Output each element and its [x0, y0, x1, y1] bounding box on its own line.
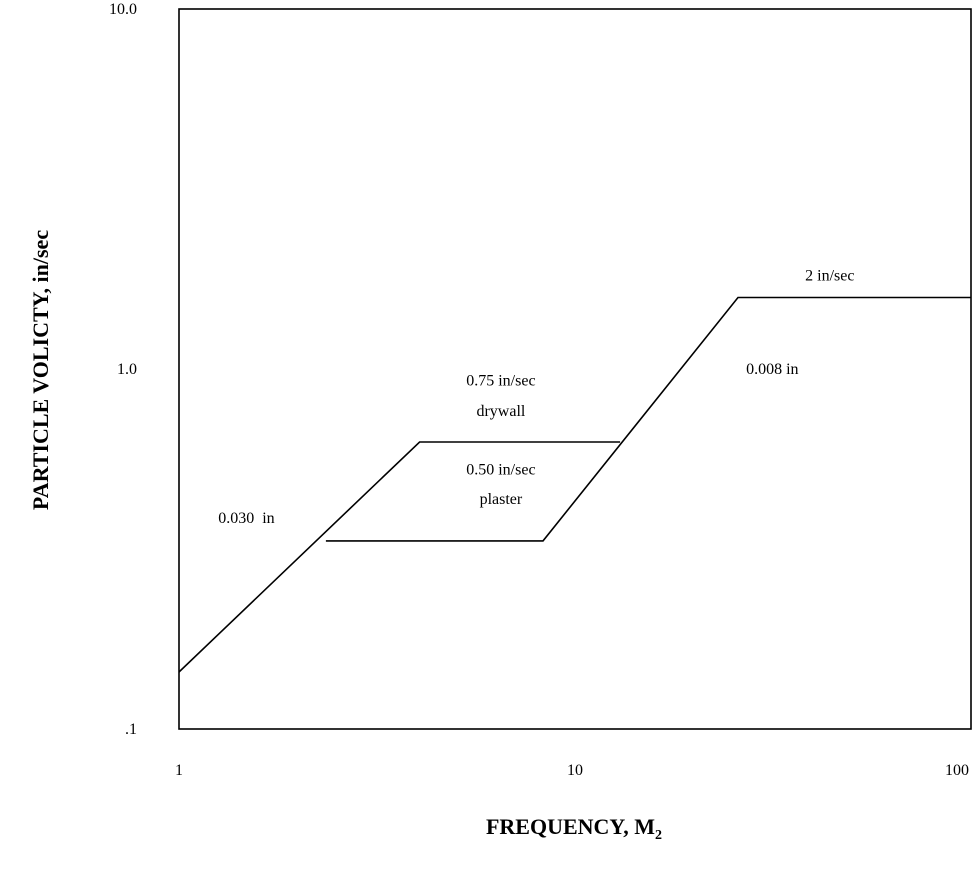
x-tick-labels: 1 10 100 [175, 762, 969, 779]
y-tick-label: .1 [125, 721, 137, 738]
y-axis-title: PARTICLE VOLICTY, in/sec [28, 230, 53, 510]
y-tick-labels: .1 1.0 10.0 [109, 1, 137, 738]
x-tick-label: 1 [175, 762, 183, 779]
x-axis-title: FREQUENCY, M2 [486, 814, 662, 843]
series-line-plaster [325, 296, 971, 542]
annotation-0-50-in-sec: 0.50 in/sec [466, 462, 535, 479]
annotation-2-in-sec: 2 in/sec [805, 267, 854, 284]
annotations: 0.030 in 0.75 in/sec drywall 0.50 in/sec pla… [218, 267, 854, 527]
annotation-0-75-in-sec: 0.75 in/sec [466, 372, 535, 389]
annotation-plaster: plaster [480, 491, 523, 508]
annotation-drywall: drywall [476, 403, 525, 420]
annotation-0-008-in: 0.008 in [746, 361, 798, 378]
annotation-0-030-in: 0.030 in [218, 510, 274, 527]
x-axis-title-subscript: 2 [655, 828, 662, 843]
chart-curves [178, 296, 971, 673]
series-line-drywall [178, 441, 621, 673]
x-tick-label: 10 [567, 762, 583, 779]
y-tick-label: 1.0 [117, 361, 137, 378]
x-axis-title-main: FREQUENCY, M [486, 814, 655, 839]
y-tick-label: 10.0 [109, 1, 137, 18]
x-tick-label: 100 [945, 762, 969, 779]
plot-frame [178, 8, 972, 730]
